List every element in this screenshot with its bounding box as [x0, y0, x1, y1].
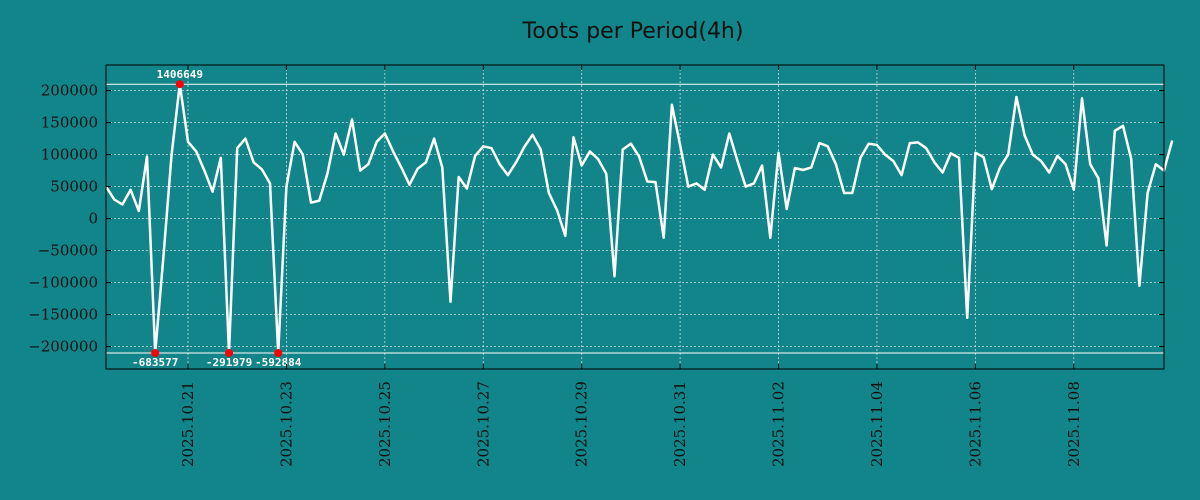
outlier-label: -683577 — [132, 356, 178, 369]
outlier-label: -291979 — [206, 356, 252, 369]
x-tick-label: 2025.10.23 — [277, 381, 295, 467]
y-tick-label: 100000 — [41, 146, 98, 164]
outlier-label: 1406649 — [157, 68, 203, 81]
chart-title: Toots per Period(4h) — [522, 19, 744, 44]
plot-frame — [105, 64, 1165, 370]
x-tick-label: 2025.10.21 — [179, 381, 197, 467]
outlier-marker — [151, 349, 160, 357]
x-tick-label: 2025.10.25 — [376, 381, 394, 467]
x-tick-label: 2025.10.27 — [474, 381, 492, 467]
y-tick-label: −100000 — [28, 274, 98, 292]
outlier-marker — [225, 349, 234, 357]
x-tick-label: 2025.11.08 — [1065, 381, 1083, 467]
series-layer — [104, 82, 1174, 355]
outlier-markers — [151, 80, 283, 357]
grid — [106, 65, 1164, 369]
y-tick-label: −50000 — [38, 242, 98, 260]
y-tick-label: 50000 — [50, 178, 98, 196]
x-tick-label: 2025.10.29 — [573, 381, 591, 467]
y-axis: 200000 150000 100000 50000 0 −50000 −100000 −15… — [28, 82, 1164, 356]
y-tick-label: 0 — [88, 210, 98, 228]
x-tick-label: 2025.11.04 — [868, 381, 886, 467]
x-tick-label: 2025.11.06 — [966, 381, 984, 467]
outlier-marker — [274, 349, 283, 357]
outlier-label: -592884 — [255, 356, 302, 369]
outlier-marker — [175, 80, 184, 89]
series-line-toots — [104, 82, 1174, 355]
y-tick-label: 200000 — [41, 82, 98, 100]
y-tick-label: −200000 — [28, 338, 98, 356]
x-tick-label: 2025.10.31 — [671, 381, 689, 467]
clip-limit-lines — [106, 83, 1164, 354]
y-tick-label: 150000 — [41, 114, 98, 132]
outlier-labels: 1406649 -683577 -291979 -592884 — [132, 68, 302, 369]
x-tick-label: 2025.11.02 — [770, 381, 788, 467]
y-tick-label: −150000 — [28, 306, 98, 324]
x-axis: 2025.10.21 2025.10.23 2025.10.25 2025.10.27… — [179, 65, 1083, 467]
